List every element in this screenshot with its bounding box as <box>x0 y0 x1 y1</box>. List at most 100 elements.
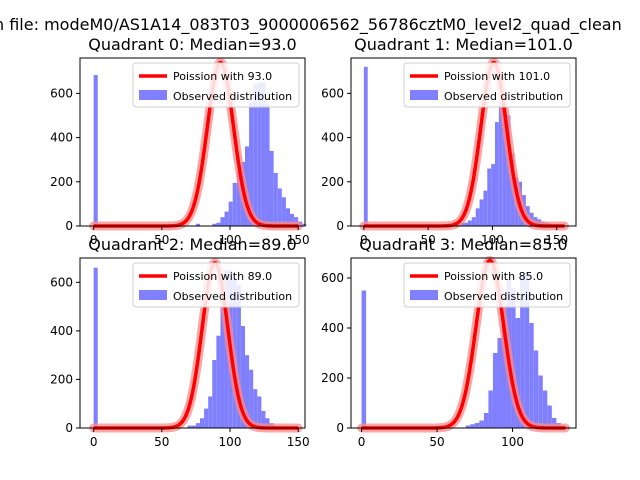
legend-hist-label: Observed distribution <box>173 290 292 303</box>
y-tick-label: 600 <box>50 275 73 289</box>
histogram-bar <box>511 288 516 428</box>
histogram-bar <box>208 396 213 428</box>
legend-hist-swatch <box>410 290 438 300</box>
histogram-bar <box>538 375 543 428</box>
histogram-bar <box>363 66 368 226</box>
y-tick-label: 400 <box>321 321 344 335</box>
x-tick-label: 50 <box>154 435 169 449</box>
axes-frame <box>79 57 306 227</box>
histogram-bar <box>281 197 286 226</box>
legend-fit-label: Poission with 89.0 <box>173 270 272 283</box>
quadrant-2-panel: 0 50 100 150 0 200 400 600 Poission with 89.0 Obs… <box>50 235 310 449</box>
histogram-bar <box>551 418 557 428</box>
legend-box <box>403 262 571 308</box>
figure-title: n file: modeM0/AS1A14_083T03_9000006562_… <box>0 15 622 35</box>
histogram-bar <box>261 82 266 226</box>
quadrant-0-panel: 0 50 100 150 0 200 400 600 Poission with 93.0 Obs… <box>50 35 310 247</box>
y-tick-label: 400 <box>50 324 73 338</box>
histogram-bars <box>361 273 570 428</box>
x-tick-label: 0 <box>90 233 98 247</box>
legend-hist-label: Observed distribution <box>173 90 292 103</box>
y-tick-label: 600 <box>321 271 344 285</box>
histogram-bar <box>216 222 221 226</box>
y-tick-label: 0 <box>336 219 344 233</box>
x-tick-label: 150 <box>287 233 310 247</box>
histogram-bar <box>249 369 254 428</box>
y-tick-label: 400 <box>321 131 344 145</box>
histogram-bar <box>236 284 241 428</box>
legend-fit-label: Poission with 85.0 <box>444 270 543 283</box>
x-tick-label: 50 <box>154 233 169 247</box>
histogram-bar <box>249 102 254 226</box>
x-tick-label: 0 <box>360 233 368 247</box>
y-tick-label: 600 <box>50 86 73 100</box>
axes-frame <box>350 257 577 429</box>
histogram-bar <box>465 425 471 428</box>
histogram-bar <box>520 275 525 428</box>
histogram-bar <box>265 418 270 428</box>
histogram-bar <box>479 420 484 428</box>
x-tick-label: 50 <box>421 233 436 247</box>
y-tick-label: 0 <box>336 421 344 435</box>
quadrant-1-title: Quadrant 1: Median=101.0 <box>354 35 573 54</box>
y-tick-label: 0 <box>65 421 73 435</box>
y-tick-label: 600 <box>321 86 344 100</box>
histogram-bar <box>542 390 548 428</box>
legend-box <box>132 262 300 308</box>
quadrant-3-title: Quadrant 3: Median=85.0 <box>359 235 567 254</box>
histogram-bar <box>491 164 495 226</box>
x-tick-label: 50 <box>429 435 444 449</box>
histogram-bar <box>277 188 282 226</box>
x-tick-label: 100 <box>219 435 242 449</box>
histogram-bar <box>245 355 250 428</box>
histogram-bar <box>212 223 217 226</box>
histogram-bar <box>220 217 225 226</box>
histogram-bar <box>285 208 290 226</box>
histogram-bar <box>492 353 498 428</box>
histogram-bar <box>498 102 503 226</box>
histogram-bar <box>265 104 270 226</box>
x-tick-label: 100 <box>501 435 524 449</box>
histogram-bar <box>232 182 237 226</box>
histogram-bar <box>220 294 225 428</box>
histogram-bar <box>200 418 205 428</box>
x-tick-label: 0 <box>90 435 98 449</box>
histogram-bar <box>502 104 507 226</box>
y-tick-label: 200 <box>50 175 73 189</box>
histogram-bar <box>212 360 217 428</box>
histogram-bar <box>547 405 552 428</box>
histogram-bar <box>533 350 539 428</box>
histogram-bar <box>529 323 534 428</box>
histogram-bar <box>468 220 472 226</box>
quadrant-3-panel: 0 50 100 0 200 400 600 Poission with 85.0 Observ… <box>321 235 577 449</box>
legend-hist-swatch <box>139 290 167 300</box>
legend-hist-label: Observed distribution <box>444 290 563 303</box>
histogram-bar <box>464 222 468 226</box>
histogram-bar <box>290 213 295 226</box>
x-tick-label: 150 <box>545 233 568 247</box>
histogram-bar <box>191 425 196 428</box>
legend-hist-swatch <box>410 90 438 100</box>
x-tick-label: 100 <box>481 233 504 247</box>
legend-hist-label: Observed distribution <box>444 90 563 103</box>
histogram-bar <box>216 335 221 428</box>
histogram-bar <box>479 199 484 226</box>
histogram-bar <box>474 423 480 428</box>
histogram-bar <box>195 223 200 226</box>
legend-fit-label: Poission with 93.0 <box>173 70 272 83</box>
histogram-bar <box>524 273 530 428</box>
histogram-bar <box>488 390 493 428</box>
axes-frame <box>79 257 306 429</box>
histogram-bar <box>483 413 489 428</box>
histogram-bar <box>93 75 98 226</box>
histogram-bar <box>483 190 488 226</box>
histogram-bar <box>257 396 262 428</box>
histogram-bar <box>253 84 258 227</box>
quadrant-1-panel: 0 50 100 150 0 200 400 600 Poission with 101.0 Ob… <box>321 35 577 247</box>
histogram-bar <box>204 408 209 428</box>
histogram-bar <box>497 338 503 428</box>
x-tick-label: 150 <box>287 435 310 449</box>
y-tick-label: 200 <box>321 175 344 189</box>
x-tick-label: 100 <box>219 233 242 247</box>
